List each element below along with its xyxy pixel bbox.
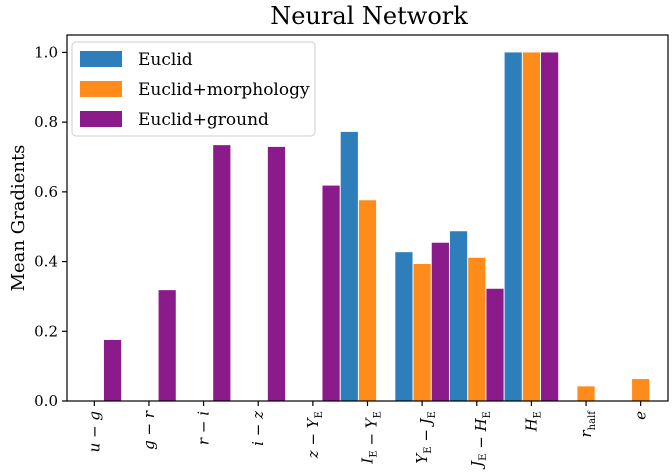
bar-euclid-morphology-10 (632, 379, 650, 401)
bar-euclid-morphology-5 (358, 200, 377, 401)
y-axis: 0.0 0.2 0.4 0.6 0.8 1.0 (34, 43, 67, 410)
legend-label: Euclid+ground (138, 110, 269, 130)
x-tick-label: IE − YE (359, 411, 384, 465)
x-tick-label: YE − JE (413, 411, 438, 464)
bar-euclid-morphology-7 (468, 257, 486, 401)
bar-euclid-8 (504, 52, 522, 402)
bar-euclid-ground-8 (541, 52, 559, 402)
bar-euclid-ground-1 (158, 290, 176, 401)
x-tick-label: z − YE (304, 411, 325, 459)
legend-box (71, 41, 316, 137)
bar-euclid-ground-6 (431, 242, 449, 401)
bar-euclid-6 (395, 252, 413, 401)
bar-euclid-ground-2 (213, 145, 231, 401)
bar-euclid-ground-3 (267, 146, 286, 401)
y-tick-label: 1.0 (34, 43, 58, 61)
x-tick-label: g − r (140, 410, 158, 450)
y-tick-label: 0.6 (34, 183, 58, 201)
x-tick-label: r − i (195, 411, 213, 445)
x-tick-label: HE (522, 411, 543, 432)
x-axis: u − g g − r r − i i − z z − YE IE − YE YE − JE… (85, 401, 650, 470)
y-tick-label: 0.0 (34, 392, 58, 410)
legend-swatch (80, 51, 122, 67)
legend-swatch (80, 81, 122, 97)
legend-swatch (80, 111, 122, 127)
bar-euclid-ground-0 (103, 340, 122, 401)
y-tick-label: 0.8 (34, 113, 58, 131)
y-axis-label: Mean Gradients (8, 145, 29, 292)
x-tick-label: JE − HE (468, 411, 493, 470)
legend: Euclid Euclid+morphology Euclid+ground (71, 41, 316, 137)
legend-label: Euclid+morphology (138, 80, 310, 100)
bar-euclid-7 (449, 231, 468, 401)
x-tick-label: e (632, 411, 650, 420)
x-tick-label: u − g (85, 411, 103, 452)
chart-title: Neural Network (270, 2, 468, 30)
plot-frame (66, 34, 669, 402)
y-tick-label: 0.2 (34, 322, 58, 340)
bar-euclid-morphology-9 (577, 386, 595, 401)
y-tick-label: 0.4 (34, 253, 58, 271)
x-tick-label: rhalf (577, 410, 598, 438)
bar-euclid-5 (340, 131, 358, 401)
bar-euclid-morphology-8 (522, 52, 541, 402)
legend-label: Euclid (138, 50, 193, 70)
bar-euclid-ground-4 (322, 185, 340, 401)
bar-euclid-ground-7 (486, 288, 504, 401)
bar-euclid-morphology-6 (413, 264, 431, 401)
bars-group (103, 52, 650, 402)
x-tick-label: i − z (249, 411, 267, 446)
